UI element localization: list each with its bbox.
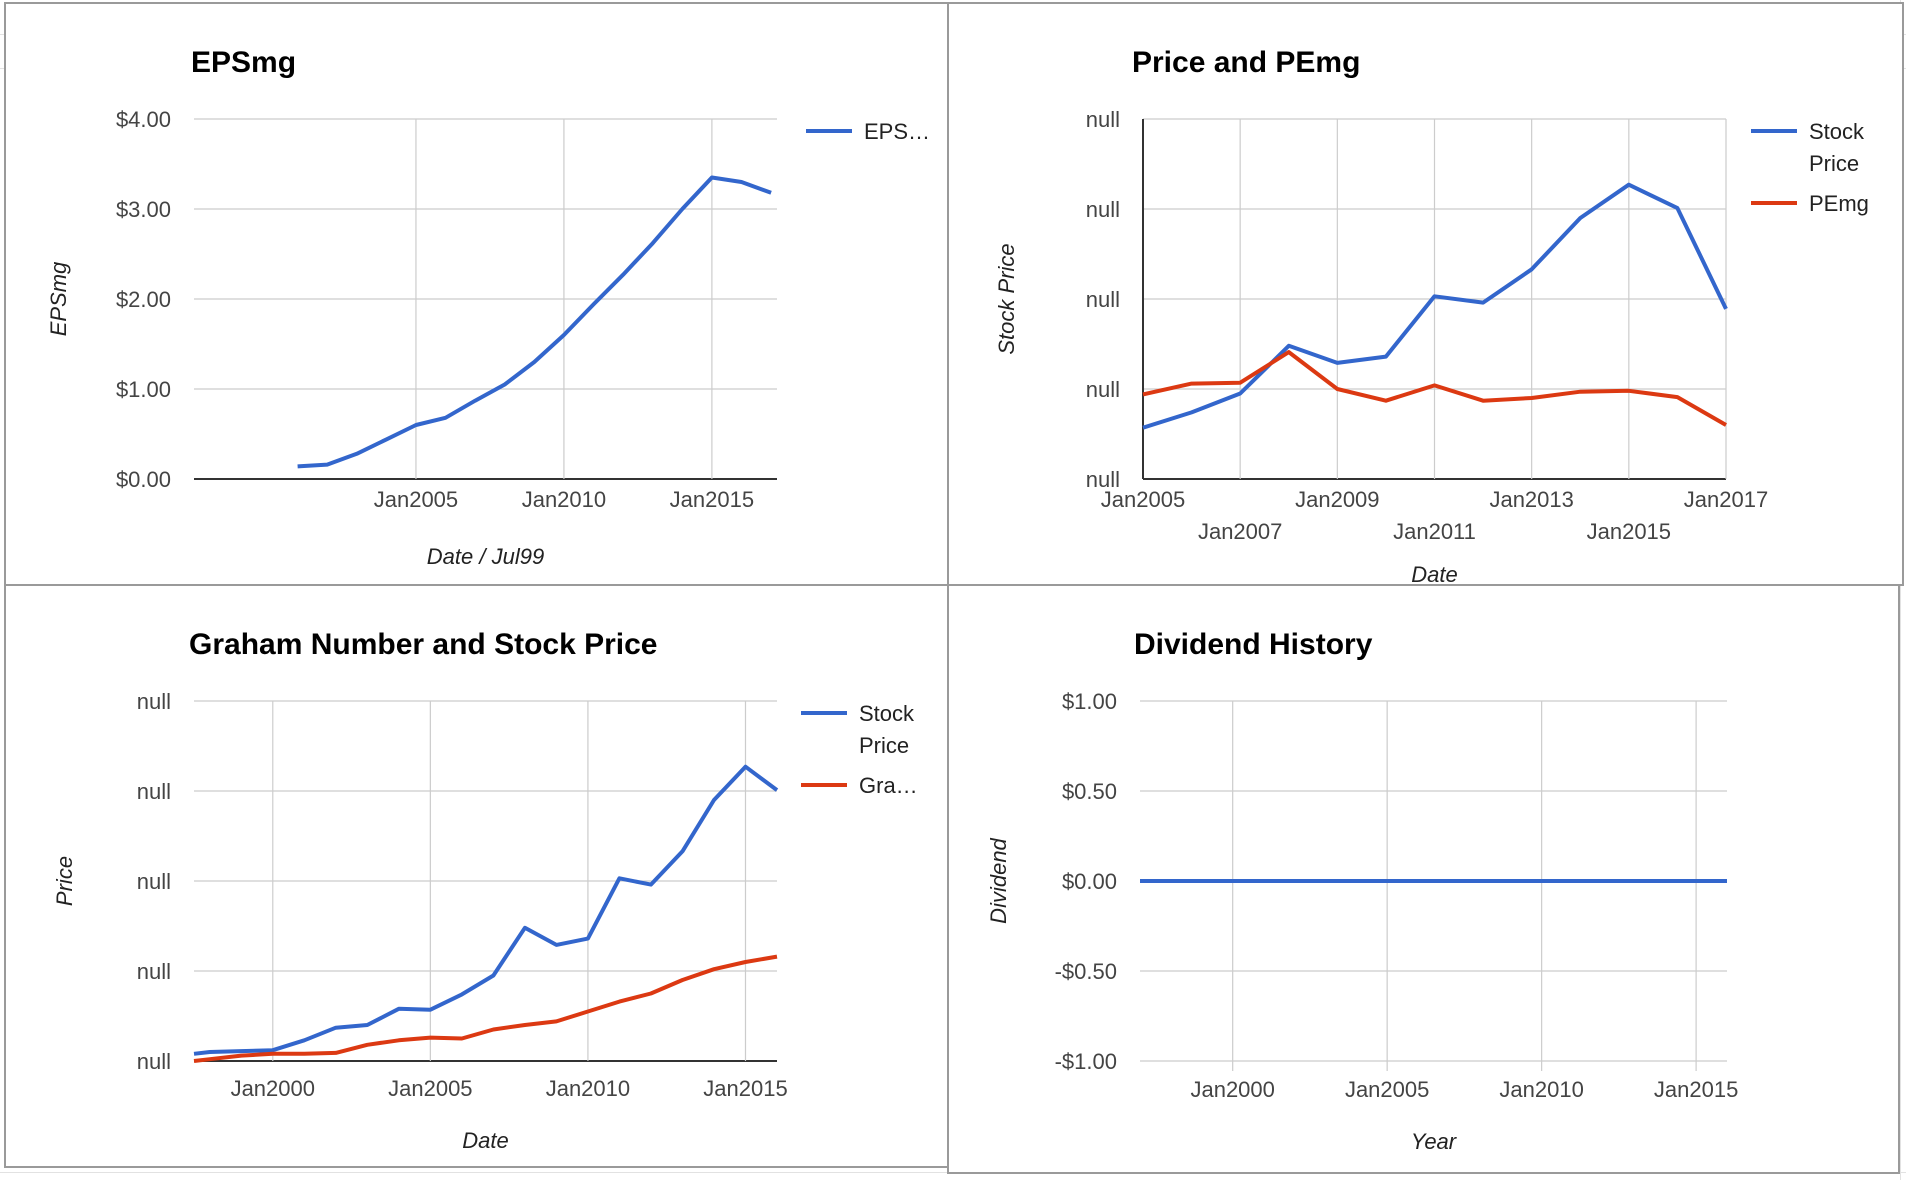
chart-title: Graham Number and Stock Price bbox=[189, 628, 658, 661]
x-tick-label: Jan2005 bbox=[1101, 487, 1185, 512]
x-tick-label: Jan2009 bbox=[1295, 487, 1379, 512]
chart-panel-price-pemg[interactable]: Price and PEmg null null null null null Jan20… bbox=[947, 2, 1904, 587]
y-tick-label: null bbox=[1086, 467, 1120, 492]
chart-panel-epsmg[interactable]: EPSmg $4.00 $3.00 $2.00 $1.00 $0.00 Jan2005 Ja… bbox=[4, 2, 949, 586]
x-tick-label: Jan2005 bbox=[374, 487, 458, 512]
y-tick-label: $2.00 bbox=[116, 287, 171, 312]
y-tick-label: null bbox=[137, 1049, 171, 1074]
legend-label: Price bbox=[859, 733, 909, 758]
x-axis-title: Date bbox=[462, 1128, 508, 1153]
y-tick-label: -$0.50 bbox=[1055, 959, 1117, 984]
x-axis-title: Date / Jul99 bbox=[427, 544, 544, 569]
x-tick-label: Jan2000 bbox=[1190, 1077, 1274, 1102]
y-axis-title: Stock Price bbox=[994, 243, 1019, 354]
chart-title: EPSmg bbox=[191, 46, 297, 79]
y-tick-label: $4.00 bbox=[116, 107, 171, 132]
series-line bbox=[297, 175, 772, 469]
y-tick-label: null bbox=[1086, 287, 1120, 312]
y-tick-label: null bbox=[1086, 197, 1120, 222]
x-tick-label: Jan2010 bbox=[546, 1076, 630, 1101]
series-line bbox=[1142, 182, 1728, 430]
y-tick-label: -$1.00 bbox=[1055, 1049, 1117, 1074]
chart-title: Price and PEmg bbox=[1132, 46, 1361, 79]
y-tick-label: $1.00 bbox=[116, 377, 171, 402]
chart-panel-graham[interactable]: Graham Number and Stock Price null null nu… bbox=[4, 584, 949, 1168]
series-line bbox=[1142, 350, 1727, 427]
y-tick-label: null bbox=[137, 869, 171, 894]
x-tick-label: Jan2005 bbox=[388, 1076, 472, 1101]
series-line bbox=[193, 764, 779, 1056]
sheet-gridline bbox=[1900, 0, 1901, 1180]
y-tick-label: null bbox=[137, 779, 171, 804]
y-tick-label: null bbox=[137, 959, 171, 984]
chart-plot: null null null null null Jan2000 Jan2005 Jan201… bbox=[52, 689, 918, 1153]
x-tick-label: Jan2010 bbox=[1499, 1077, 1583, 1102]
y-tick-label: null bbox=[1086, 377, 1120, 402]
x-tick-label: Jan2015 bbox=[1654, 1077, 1738, 1102]
y-tick-label: null bbox=[1086, 107, 1120, 132]
chart-title: Dividend History bbox=[1134, 628, 1373, 661]
x-tick-label: Jan2015 bbox=[703, 1076, 787, 1101]
y-tick-label: $1.00 bbox=[1062, 689, 1117, 714]
x-axis-title: Year bbox=[1411, 1129, 1458, 1154]
chart-panel-dividend[interactable]: Dividend History $1.00 $0.50 $0.00 -$0.50 -$… bbox=[947, 584, 1900, 1174]
chart-plot: $1.00 $0.50 $0.00 -$0.50 -$1.00 Jan2000 Jan200… bbox=[986, 689, 1738, 1154]
x-tick-label: Jan2005 bbox=[1345, 1077, 1429, 1102]
legend-label: Price bbox=[1809, 151, 1859, 176]
x-tick-label: Jan2011 bbox=[1393, 519, 1476, 544]
x-tick-label: Jan2007 bbox=[1198, 519, 1282, 544]
y-tick-label: $0.00 bbox=[1062, 869, 1117, 894]
y-tick-label: $0.00 bbox=[116, 467, 171, 492]
legend-label: Stock bbox=[859, 701, 915, 726]
legend-label: PEmg bbox=[1809, 191, 1869, 216]
legend-label: Gra… bbox=[859, 773, 918, 798]
x-tick-label: Jan2017 bbox=[1684, 487, 1768, 512]
x-axis-title: Date bbox=[1411, 562, 1457, 587]
y-tick-label: $0.50 bbox=[1062, 779, 1117, 804]
y-tick-label: null bbox=[137, 689, 171, 714]
series-line bbox=[193, 954, 778, 1063]
chart-plot: $4.00 $3.00 $2.00 $1.00 $0.00 Jan2005 Jan2010 J… bbox=[46, 107, 930, 569]
x-tick-label: Jan2010 bbox=[522, 487, 606, 512]
y-axis-title: Dividend bbox=[986, 837, 1011, 923]
legend-label: EPS… bbox=[864, 119, 930, 144]
x-tick-label: Jan2013 bbox=[1489, 487, 1573, 512]
y-tick-label: $3.00 bbox=[116, 197, 171, 222]
chart-plot: nullnullnullnullnullJan2005Jan2007Jan200… bbox=[994, 107, 1869, 587]
legend-label: Stock bbox=[1809, 119, 1865, 144]
x-tick-label: Jan2015 bbox=[670, 487, 754, 512]
y-axis-title: EPSmg bbox=[46, 261, 71, 336]
x-tick-label: Jan2015 bbox=[1587, 519, 1671, 544]
x-tick-label: Jan2000 bbox=[231, 1076, 315, 1101]
y-axis-title: Price bbox=[52, 856, 77, 906]
